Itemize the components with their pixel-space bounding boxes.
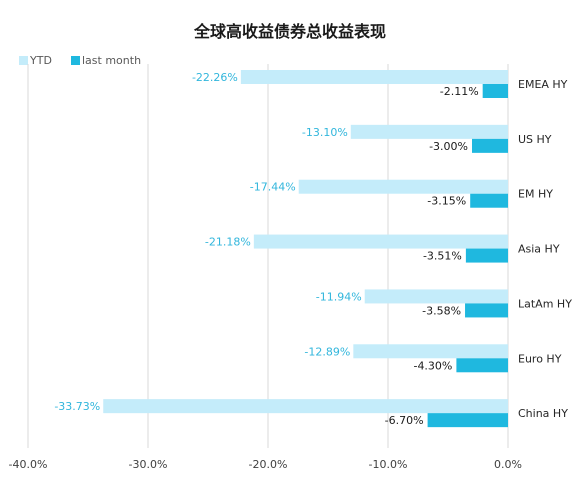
- category-label: LatAm HY: [518, 297, 572, 310]
- data-label-last-month: -2.11%: [440, 85, 479, 98]
- category-label: EM HY: [518, 188, 553, 201]
- legend-label-last-month: last month: [82, 54, 141, 67]
- data-label-ytd: -21.18%: [205, 236, 251, 249]
- data-label-last-month: -3.58%: [422, 304, 461, 317]
- bar-last-month: [470, 193, 508, 208]
- bar-last-month: [482, 84, 508, 98]
- legend-swatch-last-month: [71, 56, 80, 65]
- bar-last-month: [465, 303, 508, 318]
- x-tick-label: -20.0%: [249, 458, 288, 471]
- data-labels: -22.26% -2.11% -13.10% -3.00% -17.44% -3.15% -…: [54, 71, 478, 427]
- data-label-ytd: -22.26%: [192, 71, 238, 84]
- category-label: Asia HY: [518, 243, 560, 256]
- bar-ytd: [103, 399, 509, 414]
- data-label-ytd: -33.73%: [54, 400, 100, 413]
- x-tick-label: -40.0%: [9, 458, 48, 471]
- data-label-ytd: -17.44%: [250, 181, 296, 194]
- data-label-last-month: -3.00%: [429, 140, 468, 153]
- bar-ytd: [350, 124, 508, 139]
- bar-ytd: [240, 70, 508, 84]
- category-label: Euro HY: [518, 352, 562, 365]
- bar-ytd: [298, 179, 508, 194]
- category-labels: EMEA HY US HY EM HY Asia HY LatAm HY Euro HY C…: [518, 78, 572, 420]
- data-label-ytd: -13.10%: [302, 126, 348, 139]
- bar-last-month: [456, 358, 508, 373]
- data-label-last-month: -3.51%: [423, 250, 462, 263]
- data-label-last-month: -6.70%: [385, 414, 424, 427]
- data-label-ytd: -12.89%: [304, 345, 350, 358]
- legend-label-ytd: YTD: [29, 54, 52, 67]
- data-label-last-month: -4.30%: [413, 359, 452, 372]
- legend: YTD last month: [19, 54, 141, 67]
- category-label: China HY: [518, 407, 568, 420]
- legend-swatch-ytd: [19, 56, 28, 65]
- bar-ytd: [364, 289, 508, 304]
- data-label-ytd: -11.94%: [316, 290, 362, 303]
- category-label: US HY: [518, 133, 552, 146]
- bar-last-month: [472, 138, 508, 153]
- x-tick-label: 0.0%: [494, 458, 522, 471]
- bar-last-month: [427, 413, 508, 428]
- bar-ytd: [253, 234, 508, 249]
- chart-title: 全球高收益债券总收益表现: [193, 22, 386, 41]
- data-label-last-month: -3.15%: [427, 195, 466, 208]
- x-tick-label: -30.0%: [129, 458, 168, 471]
- bar-ytd: [353, 344, 508, 359]
- bars: [103, 70, 509, 428]
- category-label: EMEA HY: [518, 78, 568, 91]
- bar-last-month: [465, 248, 508, 263]
- x-axis: -40.0% -30.0% -20.0% -10.0% 0.0%: [9, 458, 522, 471]
- x-tick-label: -10.0%: [369, 458, 408, 471]
